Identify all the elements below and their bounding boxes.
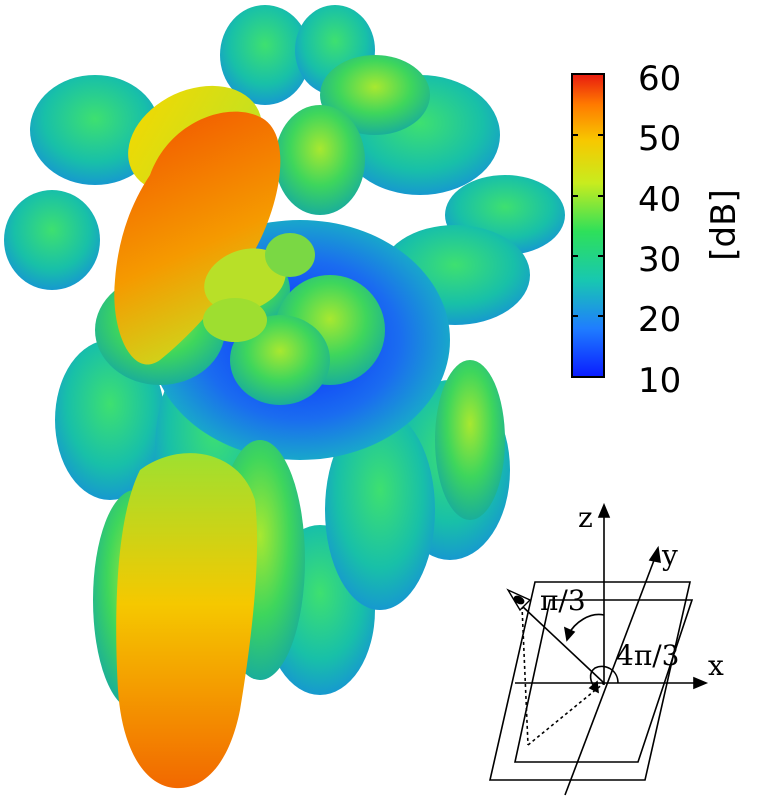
- z-axis-arrowhead: [597, 502, 611, 518]
- x-axis-arrowhead: [693, 676, 709, 690]
- back-lobe: [116, 453, 258, 789]
- main-beam-lobe: [114, 111, 281, 365]
- x-axis-label: x: [708, 649, 724, 682]
- phi-arc-arrowhead: [588, 680, 599, 694]
- phi-angle-arc: [589, 665, 619, 689]
- colorbar-gradient: [571, 73, 605, 378]
- projection-dashed-diagonal: [527, 682, 605, 746]
- y-axis-arrowhead: [648, 545, 661, 564]
- central-lobe-2: [203, 298, 267, 342]
- colorbar-tick-marks: [572, 134, 604, 317]
- projection-dashed-vertical: [521, 605, 529, 746]
- theta-angle-label: π/3: [540, 584, 586, 617]
- colorbar-tick-50: 50: [638, 119, 681, 159]
- colorbar-tick-10: 10: [638, 361, 681, 401]
- y-axis-line: [564, 554, 657, 796]
- phi-angle-label: 4π/3: [616, 639, 679, 672]
- plate-outer-outline: [488, 581, 692, 781]
- observer-eye-icon: [506, 588, 532, 612]
- radiation-pattern: [4, 5, 565, 789]
- central-lobe-3: [265, 233, 315, 277]
- colorbar-tick-40: 40: [638, 180, 681, 220]
- colorbar-tick-60: 60: [638, 59, 681, 99]
- z-axis-label: z: [578, 501, 593, 534]
- coordinate-inset: [488, 502, 709, 796]
- y-axis-label: y: [661, 539, 678, 572]
- colorbar-tick-20: 20: [638, 300, 681, 340]
- theta-arc-arrowhead: [563, 626, 576, 642]
- central-lobe-1: [204, 248, 286, 312]
- direction-vector: [521, 605, 605, 684]
- colorbar-tick-30: 30: [638, 240, 681, 280]
- colorbar-unit-label: [dB]: [704, 189, 744, 260]
- colorbar: 60 50 40 30 20 10 [dB]: [571, 59, 744, 401]
